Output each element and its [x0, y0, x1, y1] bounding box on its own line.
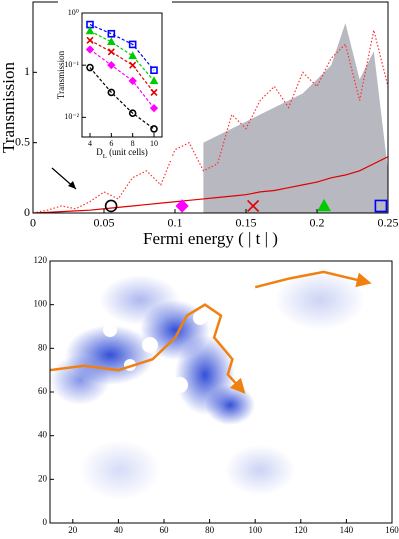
marker	[150, 125, 158, 133]
x-tick-label: 4	[88, 139, 92, 148]
marker	[374, 199, 388, 213]
x-axis-label: Fermi energy ( | t | )	[143, 229, 278, 248]
x-axis-label-part: (unit cells)	[107, 147, 148, 157]
y-tick-label: 1	[24, 64, 30, 78]
line	[89, 39, 155, 93]
marker	[128, 51, 138, 60]
line	[89, 30, 155, 82]
x-tick-label: 6	[109, 139, 113, 148]
y-tick-label: 0.5	[15, 134, 30, 148]
x-tick-label: 100	[248, 525, 262, 535]
x-tick-label: 10	[150, 139, 158, 148]
marker	[128, 109, 137, 118]
marker	[86, 63, 94, 72]
plot-area	[33, 23, 388, 213]
y-tick-label: 60	[38, 386, 48, 396]
y-tick-label: 120	[34, 255, 48, 265]
x-tick-label: 0.1	[168, 216, 183, 230]
x-tick-label: 60	[160, 525, 170, 535]
x-tick-label: 140	[340, 525, 354, 535]
x-tick-label: 80	[205, 525, 215, 535]
marker	[86, 36, 94, 44]
plot-frame	[81, 12, 163, 138]
marker	[247, 199, 260, 213]
y-tick-label: 20	[38, 473, 48, 483]
marker	[129, 61, 137, 69]
marker	[150, 88, 158, 97]
marker	[150, 66, 158, 75]
y-tick-label: 80	[38, 342, 48, 352]
marker	[149, 76, 159, 85]
line	[89, 67, 155, 130]
marker	[149, 104, 159, 113]
x-axis-label-part: L	[103, 153, 107, 160]
x-tick-label: 0.25	[378, 216, 399, 230]
x-tick-label: 8	[131, 139, 135, 148]
density-background	[50, 270, 365, 500]
marker	[107, 48, 115, 56]
x-tick-label: 0.05	[94, 216, 115, 230]
y-tick-label: 10⁻¹	[64, 60, 79, 69]
annotation-arrowhead	[68, 181, 76, 189]
line	[89, 24, 155, 71]
y-tick-label: 10⁻²	[64, 112, 79, 121]
y-tick-label: 0	[24, 205, 30, 219]
area	[203, 23, 388, 213]
x-tick-label: 160	[385, 525, 399, 535]
marker	[106, 37, 116, 46]
x-tick-label: 40	[114, 525, 124, 535]
y-axis-label: Transmission	[0, 61, 18, 153]
line	[33, 29, 388, 213]
marker	[317, 198, 331, 212]
marker	[85, 26, 95, 35]
y-tick-label: 40	[38, 430, 48, 440]
x-tick-label: 0.15	[236, 216, 257, 230]
current-path	[50, 303, 246, 394]
x-tick-label: 0	[30, 216, 36, 230]
y-axis-label: Transmission	[56, 50, 66, 99]
y-tick-label: 0	[43, 517, 48, 527]
plot-frame	[32, 1, 389, 214]
marker	[107, 61, 116, 70]
y-tick-label: 100	[34, 299, 48, 309]
marker	[107, 88, 116, 97]
line	[89, 48, 155, 109]
x-axis-label: DL (unit cells)	[96, 147, 148, 160]
current-path	[254, 270, 372, 289]
y-tick-label: 10⁰	[68, 8, 79, 17]
marker	[107, 29, 116, 38]
x-axis-label-part: D	[96, 147, 103, 157]
x-tick-label: 120	[294, 525, 308, 535]
x-tick-label: 20	[68, 525, 78, 535]
plot-area	[50, 270, 372, 394]
plot-area	[89, 24, 155, 130]
marker	[104, 199, 118, 213]
marker	[128, 76, 137, 86]
x-tick-label: 0.2	[310, 216, 325, 230]
marker	[175, 199, 189, 213]
marker	[128, 40, 137, 49]
line	[33, 156, 388, 213]
marker	[85, 45, 95, 54]
